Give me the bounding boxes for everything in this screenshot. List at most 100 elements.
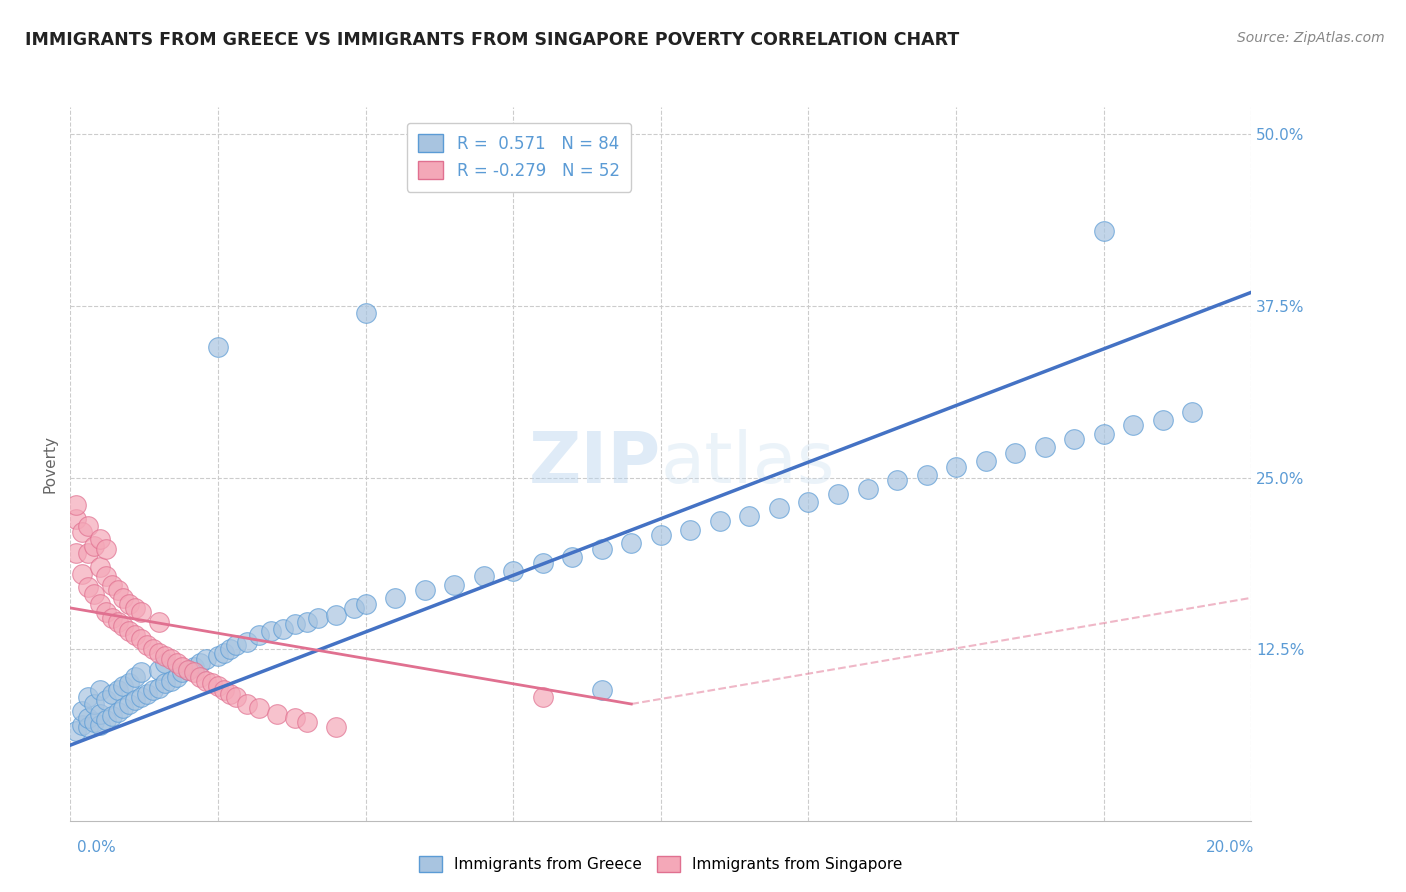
- Point: [94, 693, 117, 707]
- Point: [112, 701, 135, 715]
- Point: [443, 577, 465, 591]
- Legend: R =  0.571   N = 84, R = -0.279   N = 52: R = 0.571 N = 84, R = -0.279 N = 52: [406, 122, 631, 192]
- Point: [153, 656, 176, 670]
- Point: [284, 711, 307, 725]
- Point: [77, 711, 100, 725]
- Point: [159, 673, 181, 688]
- Point: [136, 638, 159, 652]
- Point: [738, 508, 761, 523]
- Point: [70, 704, 93, 718]
- Point: [100, 610, 122, 624]
- Point: [100, 577, 122, 591]
- Point: [148, 681, 170, 695]
- Point: [177, 663, 200, 677]
- Point: [502, 564, 524, 578]
- Point: [797, 495, 820, 509]
- Point: [212, 683, 235, 698]
- Point: [827, 487, 849, 501]
- Point: [201, 676, 224, 690]
- Point: [124, 628, 146, 642]
- Point: [70, 566, 93, 581]
- Point: [188, 669, 211, 683]
- Point: [1063, 432, 1085, 446]
- Point: [266, 706, 288, 721]
- Point: [148, 615, 170, 629]
- Point: [177, 663, 200, 677]
- Point: [354, 597, 377, 611]
- Point: [260, 624, 283, 639]
- Point: [709, 515, 731, 529]
- Point: [1033, 441, 1056, 455]
- Point: [247, 628, 270, 642]
- Point: [129, 690, 152, 705]
- Point: [413, 583, 436, 598]
- Point: [118, 697, 141, 711]
- Point: [166, 669, 188, 683]
- Point: [886, 473, 908, 487]
- Point: [107, 705, 129, 719]
- Point: [94, 605, 117, 619]
- Point: [89, 533, 111, 547]
- Point: [207, 679, 229, 693]
- Point: [207, 340, 229, 354]
- Point: [129, 605, 152, 619]
- Point: [159, 651, 181, 665]
- Point: [307, 610, 329, 624]
- Point: [183, 665, 205, 680]
- Text: 20.0%: 20.0%: [1206, 840, 1254, 855]
- Point: [83, 697, 105, 711]
- Point: [172, 665, 194, 680]
- Point: [472, 569, 495, 583]
- Point: [77, 518, 100, 533]
- Point: [195, 651, 218, 665]
- Point: [89, 706, 111, 721]
- Point: [124, 601, 146, 615]
- Point: [531, 690, 554, 705]
- Point: [124, 669, 146, 683]
- Point: [89, 597, 111, 611]
- Point: [354, 306, 377, 320]
- Point: [100, 709, 122, 723]
- Point: [247, 701, 270, 715]
- Point: [112, 591, 135, 606]
- Point: [650, 528, 672, 542]
- Text: Source: ZipAtlas.com: Source: ZipAtlas.com: [1237, 31, 1385, 45]
- Text: ZIP: ZIP: [529, 429, 661, 499]
- Point: [70, 717, 93, 731]
- Point: [166, 656, 188, 670]
- Point: [531, 556, 554, 570]
- Point: [768, 500, 790, 515]
- Point: [118, 597, 141, 611]
- Point: [384, 591, 406, 606]
- Point: [295, 615, 318, 629]
- Point: [107, 683, 129, 698]
- Point: [70, 525, 93, 540]
- Point: [77, 546, 100, 560]
- Legend: Immigrants from Greece, Immigrants from Singapore: Immigrants from Greece, Immigrants from …: [412, 848, 910, 880]
- Point: [271, 622, 294, 636]
- Point: [148, 646, 170, 660]
- Point: [65, 498, 87, 512]
- Point: [225, 638, 247, 652]
- Point: [89, 683, 111, 698]
- Point: [183, 660, 205, 674]
- Point: [107, 615, 129, 629]
- Point: [65, 724, 87, 739]
- Point: [620, 536, 643, 550]
- Point: [136, 687, 159, 701]
- Point: [236, 697, 259, 711]
- Point: [100, 687, 122, 701]
- Point: [218, 687, 240, 701]
- Point: [284, 617, 307, 632]
- Point: [591, 683, 613, 698]
- Point: [89, 717, 111, 731]
- Point: [83, 714, 105, 729]
- Point: [945, 459, 967, 474]
- Point: [153, 648, 176, 663]
- Point: [118, 624, 141, 639]
- Point: [188, 656, 211, 670]
- Text: IMMIGRANTS FROM GREECE VS IMMIGRANTS FROM SINGAPORE POVERTY CORRELATION CHART: IMMIGRANTS FROM GREECE VS IMMIGRANTS FRO…: [25, 31, 959, 49]
- Point: [94, 541, 117, 556]
- Point: [1004, 446, 1026, 460]
- Point: [112, 679, 135, 693]
